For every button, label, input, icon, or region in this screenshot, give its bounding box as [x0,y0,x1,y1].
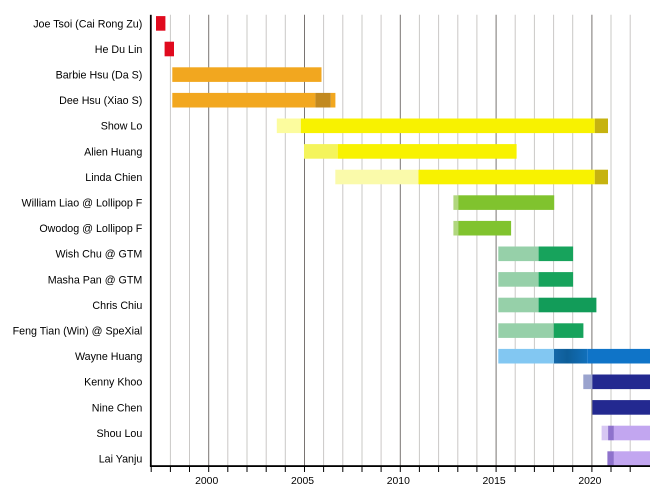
svg-text:Shou Lou: Shou Lou [97,428,143,440]
svg-text:Dee Hsu (Xiao S): Dee Hsu (Xiao S) [59,95,142,107]
svg-text:Joe Tsoi (Cai Rong Zu): Joe Tsoi (Cai Rong Zu) [33,18,142,30]
svg-text:Alien Huang: Alien Huang [84,146,142,158]
svg-text:Kenny Khoo: Kenny Khoo [84,377,142,389]
svg-text:2015: 2015 [483,476,506,487]
svg-text:Show Lo: Show Lo [101,121,143,133]
svg-text:Nine Chen: Nine Chen [92,402,143,414]
svg-text:2020: 2020 [578,476,601,487]
svg-text:Linda Chien: Linda Chien [85,172,142,184]
svg-text:Lai Yanju: Lai Yanju [99,454,143,466]
svg-text:Masha Pan @ GTM: Masha Pan @ GTM [48,274,143,286]
svg-text:2005: 2005 [291,476,314,487]
svg-text:2000: 2000 [195,476,218,487]
svg-text:Wayne Huang: Wayne Huang [75,351,142,363]
svg-text:2010: 2010 [387,476,410,487]
svg-text:Owodog @ Lollipop F: Owodog @ Lollipop F [39,223,142,235]
svg-text:He Du Lin: He Du Lin [95,44,143,56]
svg-text:Barbie Hsu (Da S): Barbie Hsu (Da S) [56,70,143,82]
svg-text:William Liao @ Lollipop F: William Liao @ Lollipop F [22,198,143,210]
svg-text:Feng Tian (Win) @ SpeXial: Feng Tian (Win) @ SpeXial [13,326,143,338]
svg-text:Wish Chu @ GTM: Wish Chu @ GTM [55,249,142,261]
svg-text:Chris Chiu: Chris Chiu [92,300,142,312]
